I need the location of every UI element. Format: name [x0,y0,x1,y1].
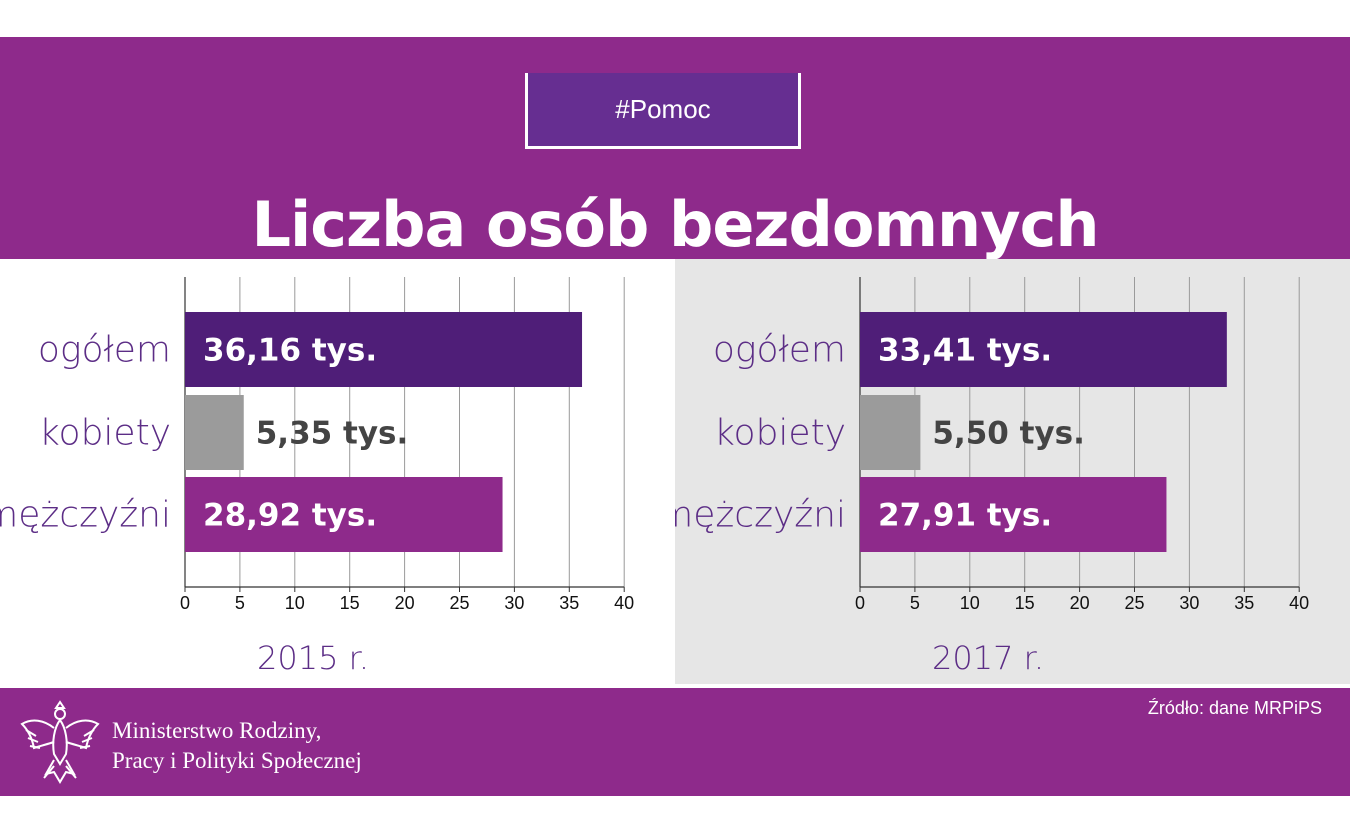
data-label: 33,41 tys. [878,333,1052,369]
year-label: 2017 r. [932,639,1044,677]
x-tick-label: 25 [1124,593,1144,613]
x-tick-label: 30 [504,593,524,613]
data-label: 28,92 tys. [203,498,377,534]
x-tick-label: 30 [1179,593,1199,613]
x-tick-label: 25 [449,593,469,613]
x-tick-label: 35 [559,593,579,613]
footer-banner: Ministerstwo Rodziny, Pracy i Polityki S… [0,688,1350,796]
x-tick-label: 5 [235,593,245,613]
bar-chart-2015: 0 5 10 15 20 25 30 35 40 ogółem 36,16 tys. kobiety 5… [0,277,634,677]
category-label: kobiety [714,413,846,454]
bar [860,477,1167,552]
chart-panel-2015: 0 5 10 15 20 25 30 35 40 ogółem 36,16 tys. kobiety 5… [0,259,675,684]
x-tick-label: 0 [180,593,190,613]
hashtag-badge: #Pomoc [525,73,801,149]
page-title: Liczba osób bezdomnych [251,188,1100,261]
category-label: ogółem [38,330,171,371]
header-banner: #Pomoc Liczba osób bezdomnych [0,37,1350,261]
chart-panel-2017: 0 5 10 15 20 25 30 35 40 ogółem 33,41 tys. kobiety 5… [675,259,1350,684]
data-label: 5,35 tys. [256,416,409,452]
x-tick-label: 15 [340,593,360,613]
year-label: 2015 r. [257,639,369,677]
category-label: mężczyźni [675,495,846,536]
polish-eagle-icon [20,700,100,784]
category-label: kobiety [39,413,171,454]
ministry-name: Ministerstwo Rodziny, Pracy i Polityki S… [112,716,362,776]
x-tick-label: 0 [855,593,865,613]
x-tick-label: 40 [614,593,634,613]
hashtag-label: #Pomoc [615,94,711,124]
source-note: Źródło: dane MRPiPS [1147,698,1322,718]
x-tick-label: 10 [960,593,980,613]
bar [860,395,921,470]
category-label: ogółem [713,330,846,371]
data-label: 27,91 tys. [878,498,1052,534]
x-tick-label: 35 [1234,593,1254,613]
bar-chart-2017: 0 5 10 15 20 25 30 35 40 ogółem 33,41 tys. kobiety 5… [675,277,1309,677]
x-tick-label: 15 [1015,593,1035,613]
x-tick-label: 5 [910,593,920,613]
x-tick-label: 40 [1289,593,1309,613]
category-label: mężczyźni [0,495,171,536]
x-tick-label: 10 [285,593,305,613]
ministry-line-2: Pracy i Polityki Społecznej [112,748,362,773]
bar [860,312,1227,387]
data-label: 5,50 tys. [932,416,1085,452]
bar [185,312,583,387]
x-tick-label: 20 [1070,593,1090,613]
ministry-line-1: Ministerstwo Rodziny, [112,718,322,743]
bar [185,395,244,470]
data-label: 36,16 tys. [203,333,377,369]
bar [185,477,503,552]
x-tick-label: 20 [395,593,415,613]
